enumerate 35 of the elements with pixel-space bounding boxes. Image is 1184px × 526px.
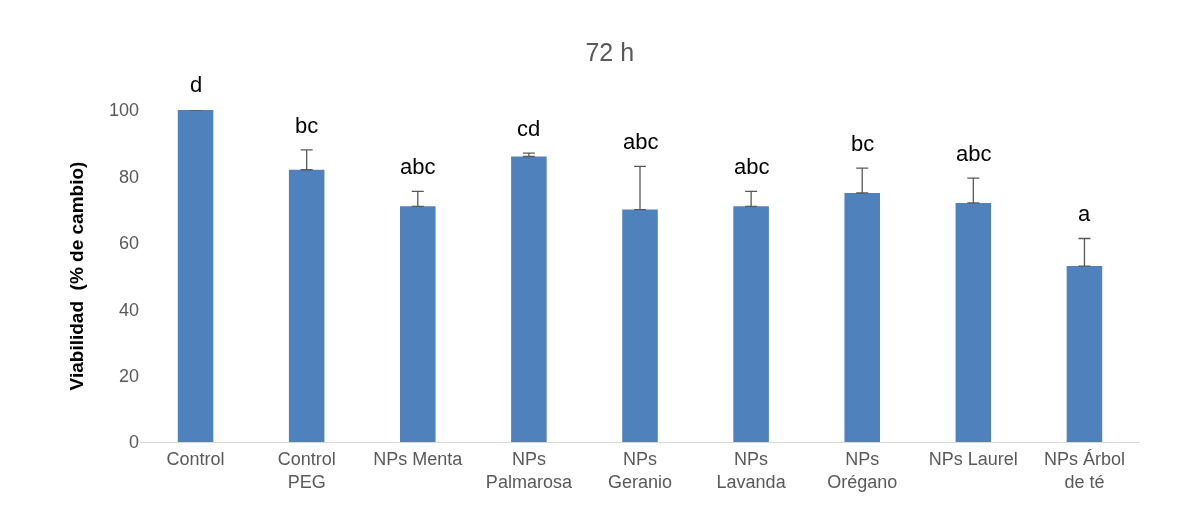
- bar: [177, 110, 214, 442]
- y-tick-label: 20: [118, 365, 139, 386]
- y-tick-label: 100: [108, 100, 139, 121]
- x-tick-label: NPs Lavanda: [716, 448, 787, 493]
- annotation: cd: [517, 116, 541, 141]
- y-tick-label: 40: [118, 299, 139, 320]
- x-tick-label: NPs Menta: [373, 448, 464, 469]
- bar: [844, 193, 880, 442]
- bar: [1066, 266, 1103, 442]
- x-tick-label: NPs Geranio: [607, 448, 673, 493]
- y-tick-label: 0: [128, 432, 139, 453]
- y-axis-title: Viabilidad (% de cambio): [65, 161, 87, 391]
- bar: [511, 156, 547, 442]
- chart-title: 72 h: [585, 38, 635, 67]
- x-tick-label: NPs Palmarosa: [485, 448, 573, 493]
- bar: [955, 202, 992, 442]
- annotation: bc: [295, 113, 319, 138]
- annotation: abc: [956, 141, 992, 166]
- x-tick-label: Control PEG: [277, 448, 336, 493]
- annotation: bc: [851, 131, 875, 156]
- bar: [622, 209, 658, 442]
- bar: [400, 206, 436, 442]
- bar: [733, 206, 769, 442]
- x-tick-label: NPs Laurel: [928, 448, 1018, 469]
- x-tick-label: Control: [166, 448, 225, 469]
- x-tick-label: NPs Orégano: [827, 448, 898, 493]
- y-tick-label: 80: [118, 166, 139, 187]
- bar: [288, 169, 325, 442]
- annotation: a: [1078, 201, 1091, 226]
- annotation: abc: [623, 129, 659, 154]
- annotation: abc: [734, 154, 770, 179]
- annotation: d: [190, 72, 203, 97]
- annotation: abc: [400, 154, 436, 179]
- x-tick-label: NPs Árbol de té: [1043, 448, 1125, 493]
- y-tick-label: 60: [118, 233, 139, 254]
